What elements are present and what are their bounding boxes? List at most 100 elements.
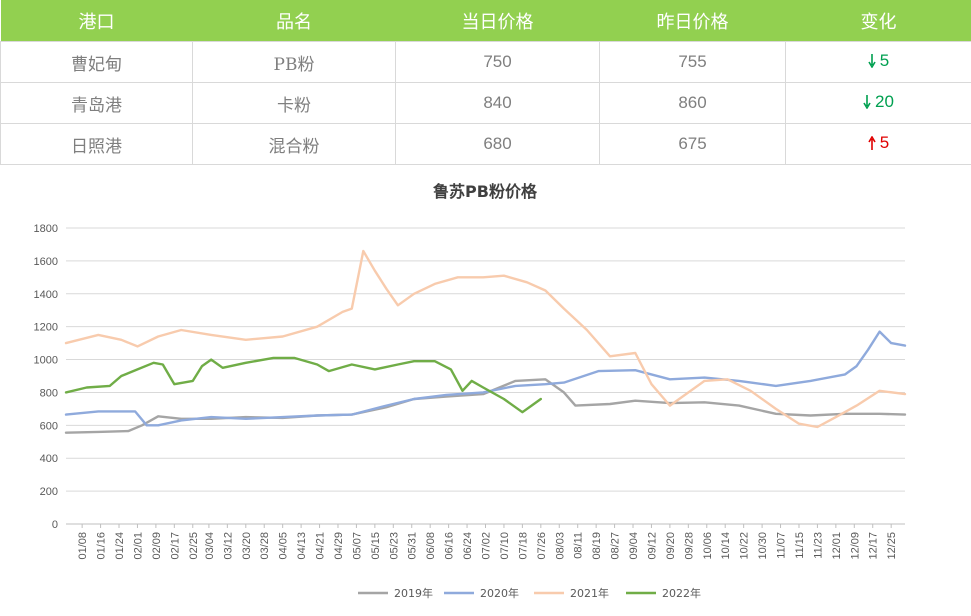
cell-product: PB粉: [192, 41, 396, 83]
x-tick-label: 08/19: [591, 532, 603, 560]
x-tick-label: 03/12: [222, 532, 234, 560]
x-tick-label: 02/25: [188, 532, 200, 560]
x-tick-label: 09/20: [665, 532, 677, 560]
cell-product: 卡粉: [192, 82, 396, 124]
y-tick-label: 400: [40, 453, 58, 465]
arrow-up-icon: [868, 136, 876, 150]
line-chart-svg: 鲁苏PB粉价格 0 200 400 600 800 1000 1200 1400 1600 180…: [34, 182, 907, 600]
y-tick-label: 1200: [34, 322, 58, 334]
change-indicator: 5: [868, 51, 889, 71]
y-tick-label: 1800: [34, 223, 58, 235]
x-tick-label: 08/11: [573, 532, 585, 559]
header-change: 变化: [785, 0, 971, 42]
cell-port: 曹妃甸: [0, 41, 193, 83]
cell-yesterday-price: 675: [599, 123, 786, 165]
header-yesterday-price: 昨日价格: [599, 0, 786, 42]
x-tick-label: 03/20: [241, 532, 253, 560]
x-tick-label: 11/15: [794, 532, 806, 559]
x-tick-label: 09/04: [628, 532, 640, 560]
header-product: 品名: [192, 0, 396, 42]
chart-gridlines: [66, 227, 905, 528]
cell-port: 青岛港: [0, 82, 193, 124]
series-line-2022年: [64, 356, 542, 414]
x-tick-label: 10/22: [739, 532, 751, 560]
arrow-down-icon: [863, 95, 871, 109]
change-value: 20: [875, 92, 894, 111]
table-row: 日照港 混合粉 680 675 5: [0, 123, 971, 165]
header-port: 港口: [0, 0, 193, 42]
x-tick-label: 12/25: [886, 532, 898, 560]
x-tick-label: 04/13: [296, 532, 308, 560]
table-row: 曹妃甸 PB粉 750 755 5: [0, 41, 971, 83]
x-axis-ticks: 01/08 01/16 01/24 02/01 02/09 02/17 02/25 03/04…: [77, 532, 898, 560]
arrow-down-icon: [868, 54, 876, 68]
x-tick-label: 02/09: [151, 532, 163, 560]
x-tick-label: 12/09: [849, 532, 861, 560]
change-value: 5: [879, 133, 890, 152]
x-tick-label: 02/01: [132, 532, 144, 560]
x-tick-label: 08/03: [554, 532, 566, 560]
x-tick-label: 04/29: [333, 532, 345, 560]
x-tick-label: 07/18: [517, 532, 529, 560]
cell-today-price: 750: [395, 41, 600, 83]
x-tick-label: 12/17: [868, 532, 880, 560]
chart-title: 鲁苏PB粉价格: [432, 182, 538, 201]
x-tick-label: 10/14: [720, 532, 732, 560]
legend-label: 2019年: [394, 586, 433, 600]
x-tick-label: 06/24: [462, 532, 474, 560]
x-tick-label: 11/07: [776, 532, 788, 559]
legend-label: 2021年: [570, 586, 609, 600]
legend-label: 2020年: [480, 586, 519, 600]
x-tick-label: 11/23: [812, 532, 824, 559]
x-tick-label: 04/05: [278, 532, 290, 560]
x-tick-label: 05/15: [370, 532, 382, 560]
y-tick-label: 800: [40, 387, 58, 399]
chart-legend: 2019年 2020年 2021年 2022年: [358, 586, 701, 600]
cell-yesterday-price: 755: [599, 41, 786, 83]
cell-port: 日照港: [0, 123, 193, 165]
x-tick-label: 06/16: [444, 532, 456, 560]
series-line-2019年: [64, 378, 907, 434]
cell-change: 20: [785, 82, 971, 124]
table-row: 青岛港 卡粉 840 860 20: [0, 82, 971, 124]
x-tick-label: 05/23: [388, 532, 400, 560]
x-tick-label: 04/21: [315, 532, 327, 560]
cell-change: 5: [785, 123, 971, 165]
x-tick-label: 07/26: [536, 532, 548, 560]
y-tick-label: 1400: [34, 289, 58, 301]
x-tick-label: 07/10: [499, 532, 511, 560]
series-line-2020年: [64, 330, 907, 427]
x-tick-label: 02/17: [169, 532, 181, 560]
change-indicator: 20: [863, 92, 894, 112]
x-tick-label: 08/27: [610, 532, 622, 560]
x-tick-label: 05/31: [407, 532, 419, 560]
y-axis-ticks: 0 200 400 600 800 1000 1200 1400 1600 1800: [34, 223, 58, 531]
cell-today-price: 840: [395, 82, 600, 124]
y-tick-label: 1600: [34, 256, 58, 268]
x-tick-label: 03/28: [259, 532, 271, 560]
x-tick-label: 01/16: [96, 532, 108, 560]
y-tick-label: 200: [40, 486, 58, 498]
header-today-price: 当日价格: [395, 0, 600, 42]
x-tick-label: 01/08: [77, 532, 89, 560]
table-header-row: 港口 品名 当日价格 昨日价格 变化: [0, 0, 971, 42]
x-tick-label: 09/28: [683, 532, 695, 560]
x-tick-label: 01/24: [114, 532, 126, 560]
chart-series: [64, 249, 907, 434]
x-tick-label: 09/12: [646, 532, 658, 560]
y-tick-label: 1000: [34, 355, 58, 367]
change-indicator: 5: [868, 133, 889, 153]
x-tick-label: 07/02: [481, 532, 493, 560]
x-tick-label: 06/08: [425, 532, 437, 560]
price-table: 港口 品名 当日价格 昨日价格 变化 曹妃甸 PB粉 750 755 5 青岛港…: [0, 0, 971, 165]
y-tick-label: 0: [52, 519, 58, 531]
y-tick-label: 600: [40, 420, 58, 432]
cell-yesterday-price: 860: [599, 82, 786, 124]
cell-product: 混合粉: [192, 123, 396, 165]
x-tick-label: 05/07: [351, 532, 363, 560]
x-tick-label: 12/01: [831, 532, 843, 560]
price-chart: 鲁苏PB粉价格 0 200 400 600 800 1000 1200 1400 1600 180…: [0, 165, 971, 616]
change-value: 5: [879, 51, 890, 70]
legend-label: 2022年: [662, 586, 701, 600]
cell-today-price: 680: [395, 123, 600, 165]
